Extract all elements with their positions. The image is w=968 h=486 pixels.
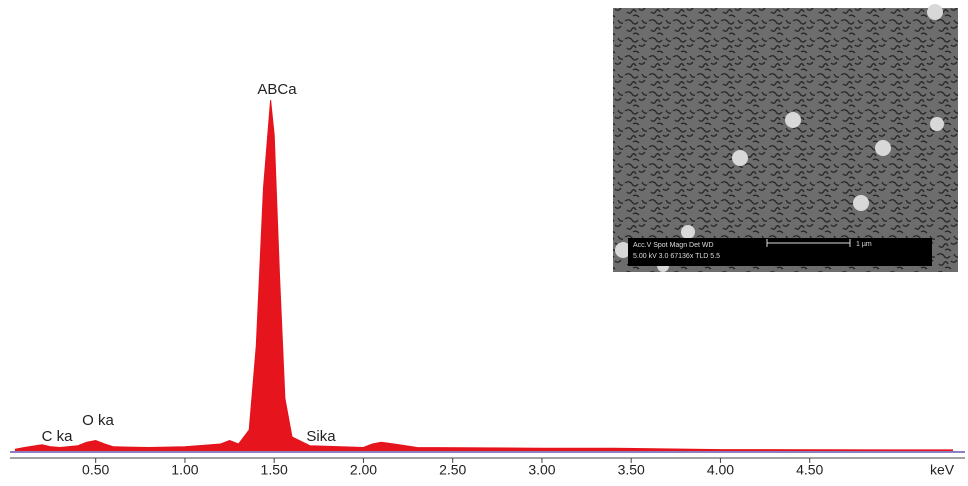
peak-label: ABCa (257, 81, 297, 98)
x-axis-label: keV (930, 462, 955, 478)
scale-label: 1 µm (856, 241, 872, 248)
x-tick-label: 2.00 (350, 462, 377, 478)
x-tick-label: 3.50 (618, 462, 645, 478)
x-tick-label: 4.00 (707, 462, 734, 478)
inset-header: Acc.V Spot Magn Det WD (633, 242, 714, 249)
peak-label: C ka (42, 428, 74, 445)
x-tick-label: 0.50 (82, 462, 109, 478)
peak-label: O ka (82, 412, 114, 429)
x-tick-label: 4.50 (796, 462, 823, 478)
inset-settings: 5.00 kV 3.0 67136x TLD 5.5 (633, 253, 720, 260)
x-tick-label: 3.00 (528, 462, 555, 478)
x-tick-label: 1.00 (171, 462, 198, 478)
peak-label: Sika (306, 428, 336, 445)
sem-image (613, 8, 958, 272)
x-tick-label: 2.50 (439, 462, 466, 478)
x-tick-label: 1.50 (261, 462, 288, 478)
sem-inset: Acc.V Spot Magn Det WD 5.00 kV 3.0 67136… (613, 4, 958, 272)
spectrum (14, 99, 954, 452)
